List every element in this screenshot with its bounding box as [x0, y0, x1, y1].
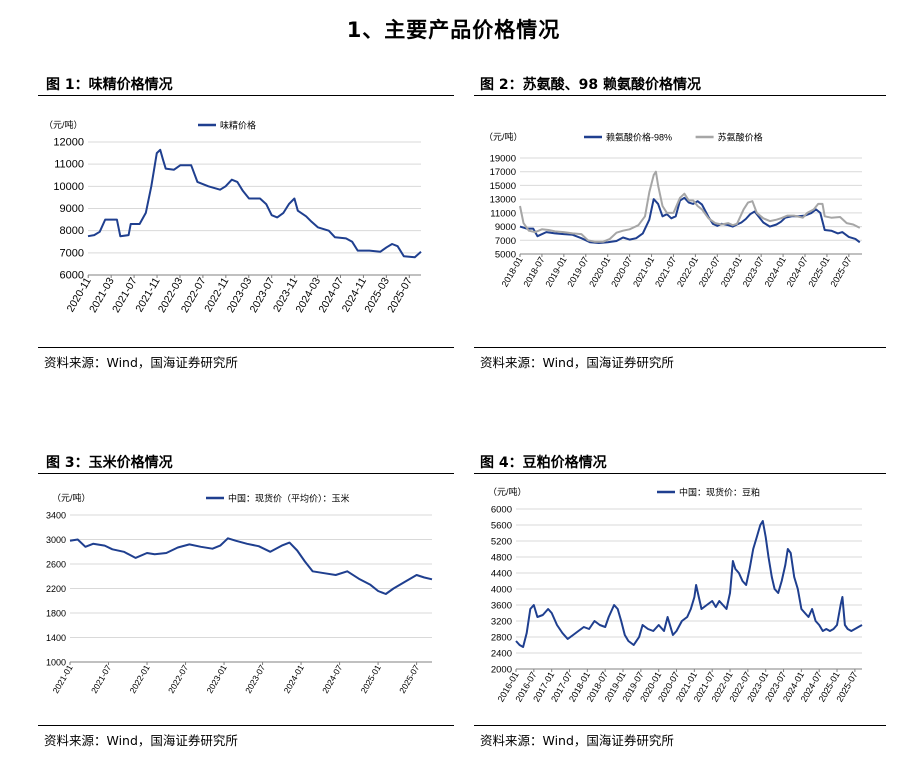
figure-1-title: 图 1：味精价格情况 [46, 77, 173, 93]
series-line-2 [519, 170, 861, 243]
figure-1-top-rule [38, 95, 454, 96]
y-unit-label: （元/吨） [484, 131, 523, 142]
figure-1-bottom-rule [38, 347, 454, 348]
x-tick-label: 2024-07 [320, 663, 344, 695]
series-line-1 [519, 196, 861, 244]
y-tick-label: 4400 [491, 569, 512, 580]
y-tick-label: 12000 [53, 137, 84, 149]
x-tick-label: 2021-01 [50, 663, 74, 695]
page-title: 1、主要产品价格情况 [346, 18, 561, 42]
msg-price-chart: （元/吨）60007000800090001000011000120002020… [44, 119, 422, 315]
figure-1-source: 资料来源：Wind，国海证券研究所 [44, 355, 238, 370]
x-tick-label: 2024-01 [282, 663, 306, 695]
x-tick-label: 2023-01 [205, 663, 229, 695]
legend-label: 赖氨酸价格-98% [606, 132, 672, 143]
y-tick-label: 11000 [490, 208, 516, 219]
y-tick-label: 5000 [495, 250, 516, 261]
legend-label: 味精价格 [220, 120, 256, 131]
corn-price-chart: （元/吨） 1000 1400 1800 2200 2600 3000 3400 2021-01… [46, 492, 433, 695]
figure-2-bottom-rule [474, 347, 886, 348]
y-tick-label: 5200 [491, 537, 512, 548]
y-tick-label: 1000 [46, 658, 66, 668]
y-tick-label: 2800 [491, 633, 512, 644]
y-unit-label: （元/吨） [44, 119, 83, 130]
y-unit-label: （元/吨） [52, 492, 91, 503]
x-tick-label: 2025-01 [359, 663, 383, 695]
y-tick-label: 2600 [46, 560, 66, 570]
soymeal-price-chart: （元/吨） 2000 2400 2800 3200 3600 4000 4400 4800 520… [488, 486, 863, 704]
y-tick-label: 1400 [46, 633, 66, 643]
y-unit-label: （元/吨） [488, 486, 527, 497]
y-tick-label: 2200 [46, 584, 66, 594]
figure-3-title: 图 3：玉米价格情况 [46, 455, 173, 471]
figure-4-top-rule [474, 473, 886, 474]
y-tick-label: 3000 [46, 535, 66, 545]
y-tick-label: 10000 [53, 181, 84, 193]
figure-2-source: 资料来源：Wind，国海证券研究所 [480, 355, 674, 370]
figure-2-title: 图 2：苏氨酸、98 赖氨酸价格情况 [480, 77, 701, 93]
series-line-1 [69, 537, 433, 595]
x-tick-label: 2025-07 [828, 255, 853, 289]
y-tick-label: 3400 [46, 511, 66, 521]
y-tick-label: 2400 [491, 649, 512, 660]
legend-label: 中国：现货价：豆粕 [679, 487, 760, 498]
y-tick-label: 3600 [491, 601, 512, 612]
x-tick-label: 2023-07 [243, 663, 267, 695]
y-tick-label: 15000 [490, 181, 516, 192]
y-tick-label: 4800 [491, 553, 512, 564]
figure-3-source: 资料来源：Wind，国海证券研究所 [44, 733, 238, 748]
figure-4-bottom-rule [474, 725, 886, 726]
y-tick-label: 2000 [491, 665, 512, 676]
y-tick-label: 19000 [490, 154, 516, 165]
y-tick-label: 3200 [491, 617, 512, 628]
x-tick-label: 2022-07 [166, 663, 190, 695]
y-tick-label: 13000 [490, 195, 516, 206]
figure-2-top-rule [474, 95, 886, 96]
y-tick-label: 7000 [60, 247, 84, 259]
legend-label: 苏氨酸价格 [718, 132, 763, 143]
y-tick-label: 11000 [54, 159, 84, 171]
y-tick-label: 4000 [491, 585, 512, 596]
series-line-1 [87, 148, 422, 259]
y-tick-label: 9000 [60, 203, 84, 215]
figure-4-title: 图 4：豆粕价格情况 [480, 455, 607, 471]
y-tick-label: 9000 [495, 222, 516, 233]
figure-4-source: 资料来源：Wind，国海证券研究所 [480, 733, 674, 748]
series-line-1 [515, 520, 863, 648]
y-tick-label: 17000 [490, 167, 516, 178]
x-tick-label: 2021-07 [89, 663, 113, 695]
figure-3-bottom-rule [38, 725, 454, 726]
figure-3-top-rule [38, 473, 454, 474]
y-tick-label: 1800 [46, 609, 66, 619]
y-tick-label: 8000 [60, 225, 84, 237]
x-tick-label: 2022-01 [127, 663, 151, 695]
threonine-lysine-price-chart: （元/吨） 5000 7000 9000 11000 13000 15000 17000 190… [484, 131, 862, 289]
y-tick-label: 6000 [60, 270, 84, 282]
legend-label: 中国：现货价（平均价）：玉米 [228, 493, 350, 504]
y-tick-label: 6000 [491, 505, 512, 516]
x-tick-label: 2025-07 [397, 663, 421, 695]
y-tick-label: 5600 [491, 521, 512, 532]
y-tick-label: 7000 [495, 236, 516, 247]
